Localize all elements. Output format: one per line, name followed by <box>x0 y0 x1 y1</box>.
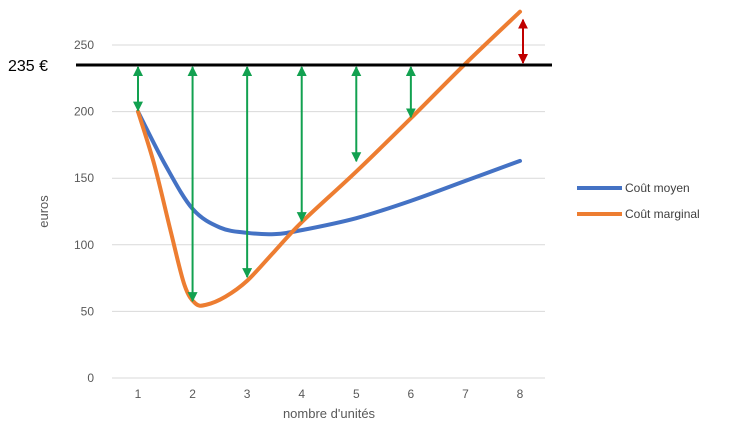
y-tick-label: 50 <box>81 304 95 318</box>
legend: Coût moyen Coût marginal <box>577 181 700 221</box>
y-tick-label: 0 <box>87 371 94 385</box>
difference-arrows <box>133 18 528 303</box>
series-line-cout-moyen <box>136 109 522 237</box>
y-axis-title: euros <box>36 195 51 228</box>
y-axis-ticks: 0 50 100 150 200 250 <box>74 38 94 385</box>
y-tick-label: 150 <box>74 171 94 185</box>
x-axis-ticks: 1 2 3 4 5 6 7 8 <box>135 387 524 401</box>
gridlines <box>112 44 545 379</box>
x-tick-label: 2 <box>189 387 196 401</box>
x-tick-label: 1 <box>135 387 142 401</box>
legend-label: Coût marginal <box>625 207 700 221</box>
x-tick-label: 6 <box>408 387 415 401</box>
x-axis-title: nombre d'unités <box>283 406 376 421</box>
y-tick-label: 250 <box>74 38 94 52</box>
y-tick-label: 100 <box>74 238 94 252</box>
series-lines <box>136 9 522 308</box>
x-tick-label: 7 <box>462 387 469 401</box>
x-tick-label: 3 <box>244 387 251 401</box>
y-tick-label: 200 <box>74 105 94 119</box>
x-tick-label: 8 <box>517 387 524 401</box>
x-tick-label: 4 <box>298 387 305 401</box>
reference-line-label: 235 € <box>8 58 48 75</box>
legend-label: Coût moyen <box>625 181 690 195</box>
series-line-cout-marginal <box>136 9 522 308</box>
x-tick-label: 5 <box>353 387 360 401</box>
